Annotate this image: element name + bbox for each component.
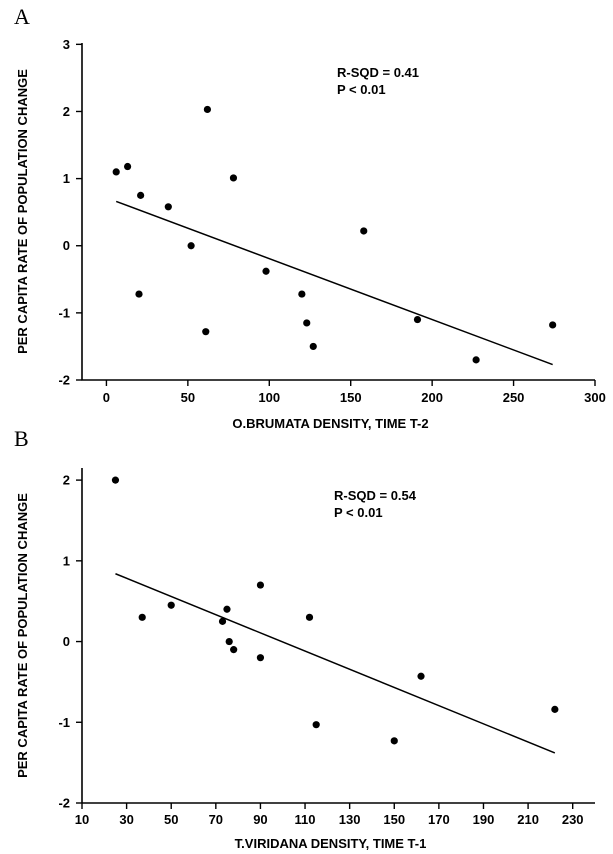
panel-a-x-tick-label: 0 — [103, 390, 110, 405]
panel-b-x-tick-label: 210 — [517, 812, 539, 827]
panel-a-data-point — [303, 319, 311, 327]
panel-b-data-point — [256, 654, 265, 662]
panel-b-y-tick-label: -1 — [58, 715, 70, 730]
panel-b-y-tick-label: 1 — [63, 553, 70, 568]
panel-b-r-squared: R-SQD = 0.54 — [334, 488, 417, 503]
panel-b-data-point — [256, 581, 265, 589]
panel-b-data-point — [138, 613, 146, 621]
panel-b-data-point — [417, 672, 425, 680]
panel-b-x-tick-label: 10 — [75, 812, 89, 827]
panel-b-y-tick-label: 2 — [63, 473, 70, 488]
panel-a-data-point — [203, 105, 211, 114]
panel-b-y-axis-label: PER CAPITA RATE OF POPULATION CHANGE — [15, 493, 30, 778]
panel-a-x-tick-label: 200 — [421, 390, 443, 405]
panel-b-data-point — [230, 646, 238, 654]
panel-a-y-tick-label: 1 — [63, 171, 70, 186]
panel-a-x-tick-label: 50 — [181, 390, 195, 405]
panel-b-y-tick-label: -2 — [58, 796, 70, 811]
panel-b-x-tick-label: 30 — [119, 812, 133, 827]
panel-b-letter: B — [14, 426, 29, 451]
panel-a-letter: A — [14, 4, 30, 29]
panel-a-y-tick-label: -2 — [58, 373, 70, 388]
panel-b-data-point — [223, 605, 231, 613]
panel-a-data-point — [112, 168, 120, 176]
panel-b-y-tick-label: 0 — [63, 634, 70, 649]
panel-b-x-tick-label: 50 — [164, 812, 178, 827]
panel-a-data-point — [137, 191, 145, 199]
panel-a-data-point — [413, 315, 422, 324]
panel-a-x-tick-label: 300 — [584, 390, 606, 405]
panel-a-data-point — [360, 227, 368, 235]
panel-b-x-tick-label: 150 — [383, 812, 405, 827]
panel-a-x-tick-label: 250 — [503, 390, 525, 405]
panel-b-x-tick-label: 90 — [253, 812, 267, 827]
panel-a-data-point — [309, 342, 317, 351]
panel-b-data-point — [167, 601, 175, 609]
panel-b-x-tick-label: 70 — [209, 812, 223, 827]
panel-a-data-point — [262, 267, 270, 275]
panel-a-data-point — [298, 290, 306, 298]
panel-a-p-value: P < 0.01 — [337, 82, 386, 97]
panel-a-data-point — [164, 203, 172, 211]
panel-a-data-point — [187, 242, 195, 250]
panel-b-x-tick-label: 190 — [473, 812, 495, 827]
panel-a-data-point — [202, 328, 210, 336]
panel-a-data-point — [472, 356, 480, 364]
panel-b-x-tick-label: 130 — [339, 812, 361, 827]
panel-b-data-point — [111, 476, 120, 484]
panel-b-data-point — [390, 737, 398, 745]
panel-a-y-tick-label: -1 — [58, 305, 70, 320]
panel-a-r-squared: R-SQD = 0.41 — [337, 65, 419, 80]
panel-b-data-point — [551, 705, 559, 713]
panel-b-x-tick-label: 170 — [428, 812, 450, 827]
panel-b-x-tick-label: 110 — [295, 812, 316, 827]
panel-b-x-axis-label: T.VIRIDANA DENSITY, TIME T-1 — [235, 836, 427, 851]
panel-a-x-tick-label: 100 — [258, 390, 280, 405]
panel-a-data-point — [229, 174, 238, 182]
panel-b-p-value: P < 0.01 — [334, 505, 383, 520]
panel-b-data-point — [305, 613, 314, 621]
panel-a-regression-line — [115, 200, 553, 366]
panel-b-data-point — [225, 637, 233, 646]
panel-a-x-axis-label: O.BRUMATA DENSITY, TIME T-2 — [232, 416, 428, 431]
panel-a-data-point — [135, 290, 143, 298]
panel-b-x-tick-label: 230 — [562, 812, 584, 827]
panel-a-data-point — [124, 162, 132, 171]
panel-a-y-tick-label: 3 — [63, 37, 70, 52]
panel-b-data-point — [218, 617, 227, 625]
panel-b-data-point — [312, 721, 320, 729]
panel-a-y-tick-label: 0 — [63, 238, 70, 253]
panel-b-regression-line — [115, 573, 556, 754]
panel-a-data-point — [549, 321, 557, 329]
panel-a-x-tick-label: 150 — [340, 390, 362, 405]
panel-a-y-axis-label: PER CAPITA RATE OF POPULATION CHANGE — [15, 69, 30, 354]
panel-a-y-tick-label: 2 — [63, 104, 70, 119]
